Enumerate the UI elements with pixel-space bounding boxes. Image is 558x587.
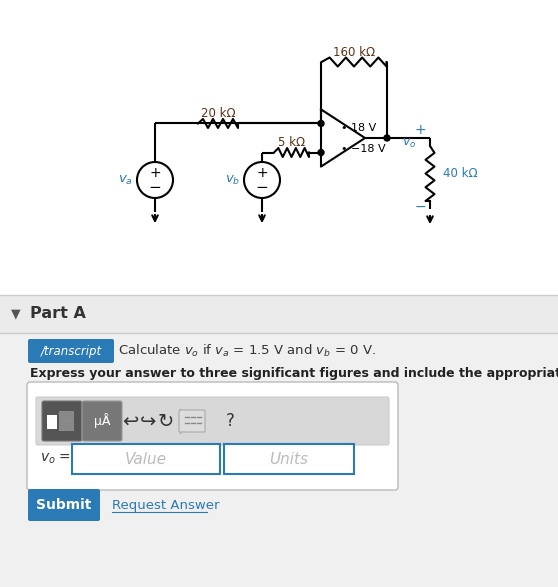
Text: ↻: ↻ [158, 411, 174, 430]
FancyBboxPatch shape [82, 401, 122, 441]
FancyBboxPatch shape [27, 382, 398, 490]
Circle shape [318, 120, 324, 126]
Text: ↪: ↪ [140, 411, 156, 430]
Bar [0, 295, 558, 333]
Text: −: − [414, 200, 426, 214]
Text: 5 kΩ: 5 kΩ [278, 136, 305, 149]
Circle shape [384, 135, 390, 141]
Text: /transcript: /transcript [40, 345, 102, 357]
Bar [47, 415, 57, 429]
Text: ?: ? [225, 412, 234, 430]
FancyBboxPatch shape [179, 410, 205, 432]
Text: μÅ: μÅ [94, 413, 110, 429]
Text: ▼: ▼ [11, 308, 21, 321]
FancyBboxPatch shape [28, 489, 100, 521]
FancyBboxPatch shape [28, 339, 114, 363]
Text: Calculate $v_o$ if $v_a$ = 1.5 V and $v_b$ = 0 V.: Calculate $v_o$ if $v_a$ = 1.5 V and $v_… [118, 343, 376, 359]
Text: +: + [414, 123, 426, 137]
Text: $v_a$: $v_a$ [118, 173, 133, 187]
Text: −: − [256, 180, 268, 195]
Bar [59, 421, 73, 430]
Text: +: + [149, 166, 161, 180]
Text: 160 kΩ: 160 kΩ [333, 46, 375, 59]
Circle shape [318, 150, 324, 156]
Text: $v_o$ =: $v_o$ = [40, 452, 71, 466]
Text: • 18 V: • 18 V [341, 123, 376, 133]
Text: Request Answer: Request Answer [112, 498, 219, 511]
Text: Part A: Part A [30, 306, 86, 322]
Text: $v_o$: $v_o$ [402, 136, 416, 150]
Text: Value: Value [125, 451, 167, 467]
Text: 40 kΩ: 40 kΩ [443, 167, 478, 180]
Text: Units: Units [270, 451, 309, 467]
FancyBboxPatch shape [36, 397, 389, 445]
FancyBboxPatch shape [42, 401, 82, 441]
Text: • −18 V: • −18 V [341, 143, 386, 154]
Text: +: + [256, 166, 268, 180]
Bar [59, 411, 73, 420]
Bar [72, 444, 220, 474]
Text: 20 kΩ: 20 kΩ [201, 107, 235, 120]
Text: Submit: Submit [36, 498, 92, 512]
Text: ↩: ↩ [122, 411, 138, 430]
Text: $v_b$: $v_b$ [225, 173, 240, 187]
Text: Express your answer to three significant figures and include the appropriate uni: Express your answer to three significant… [30, 366, 558, 380]
Text: −: − [148, 180, 161, 195]
Bar [0, 295, 558, 587]
Bar [224, 444, 354, 474]
